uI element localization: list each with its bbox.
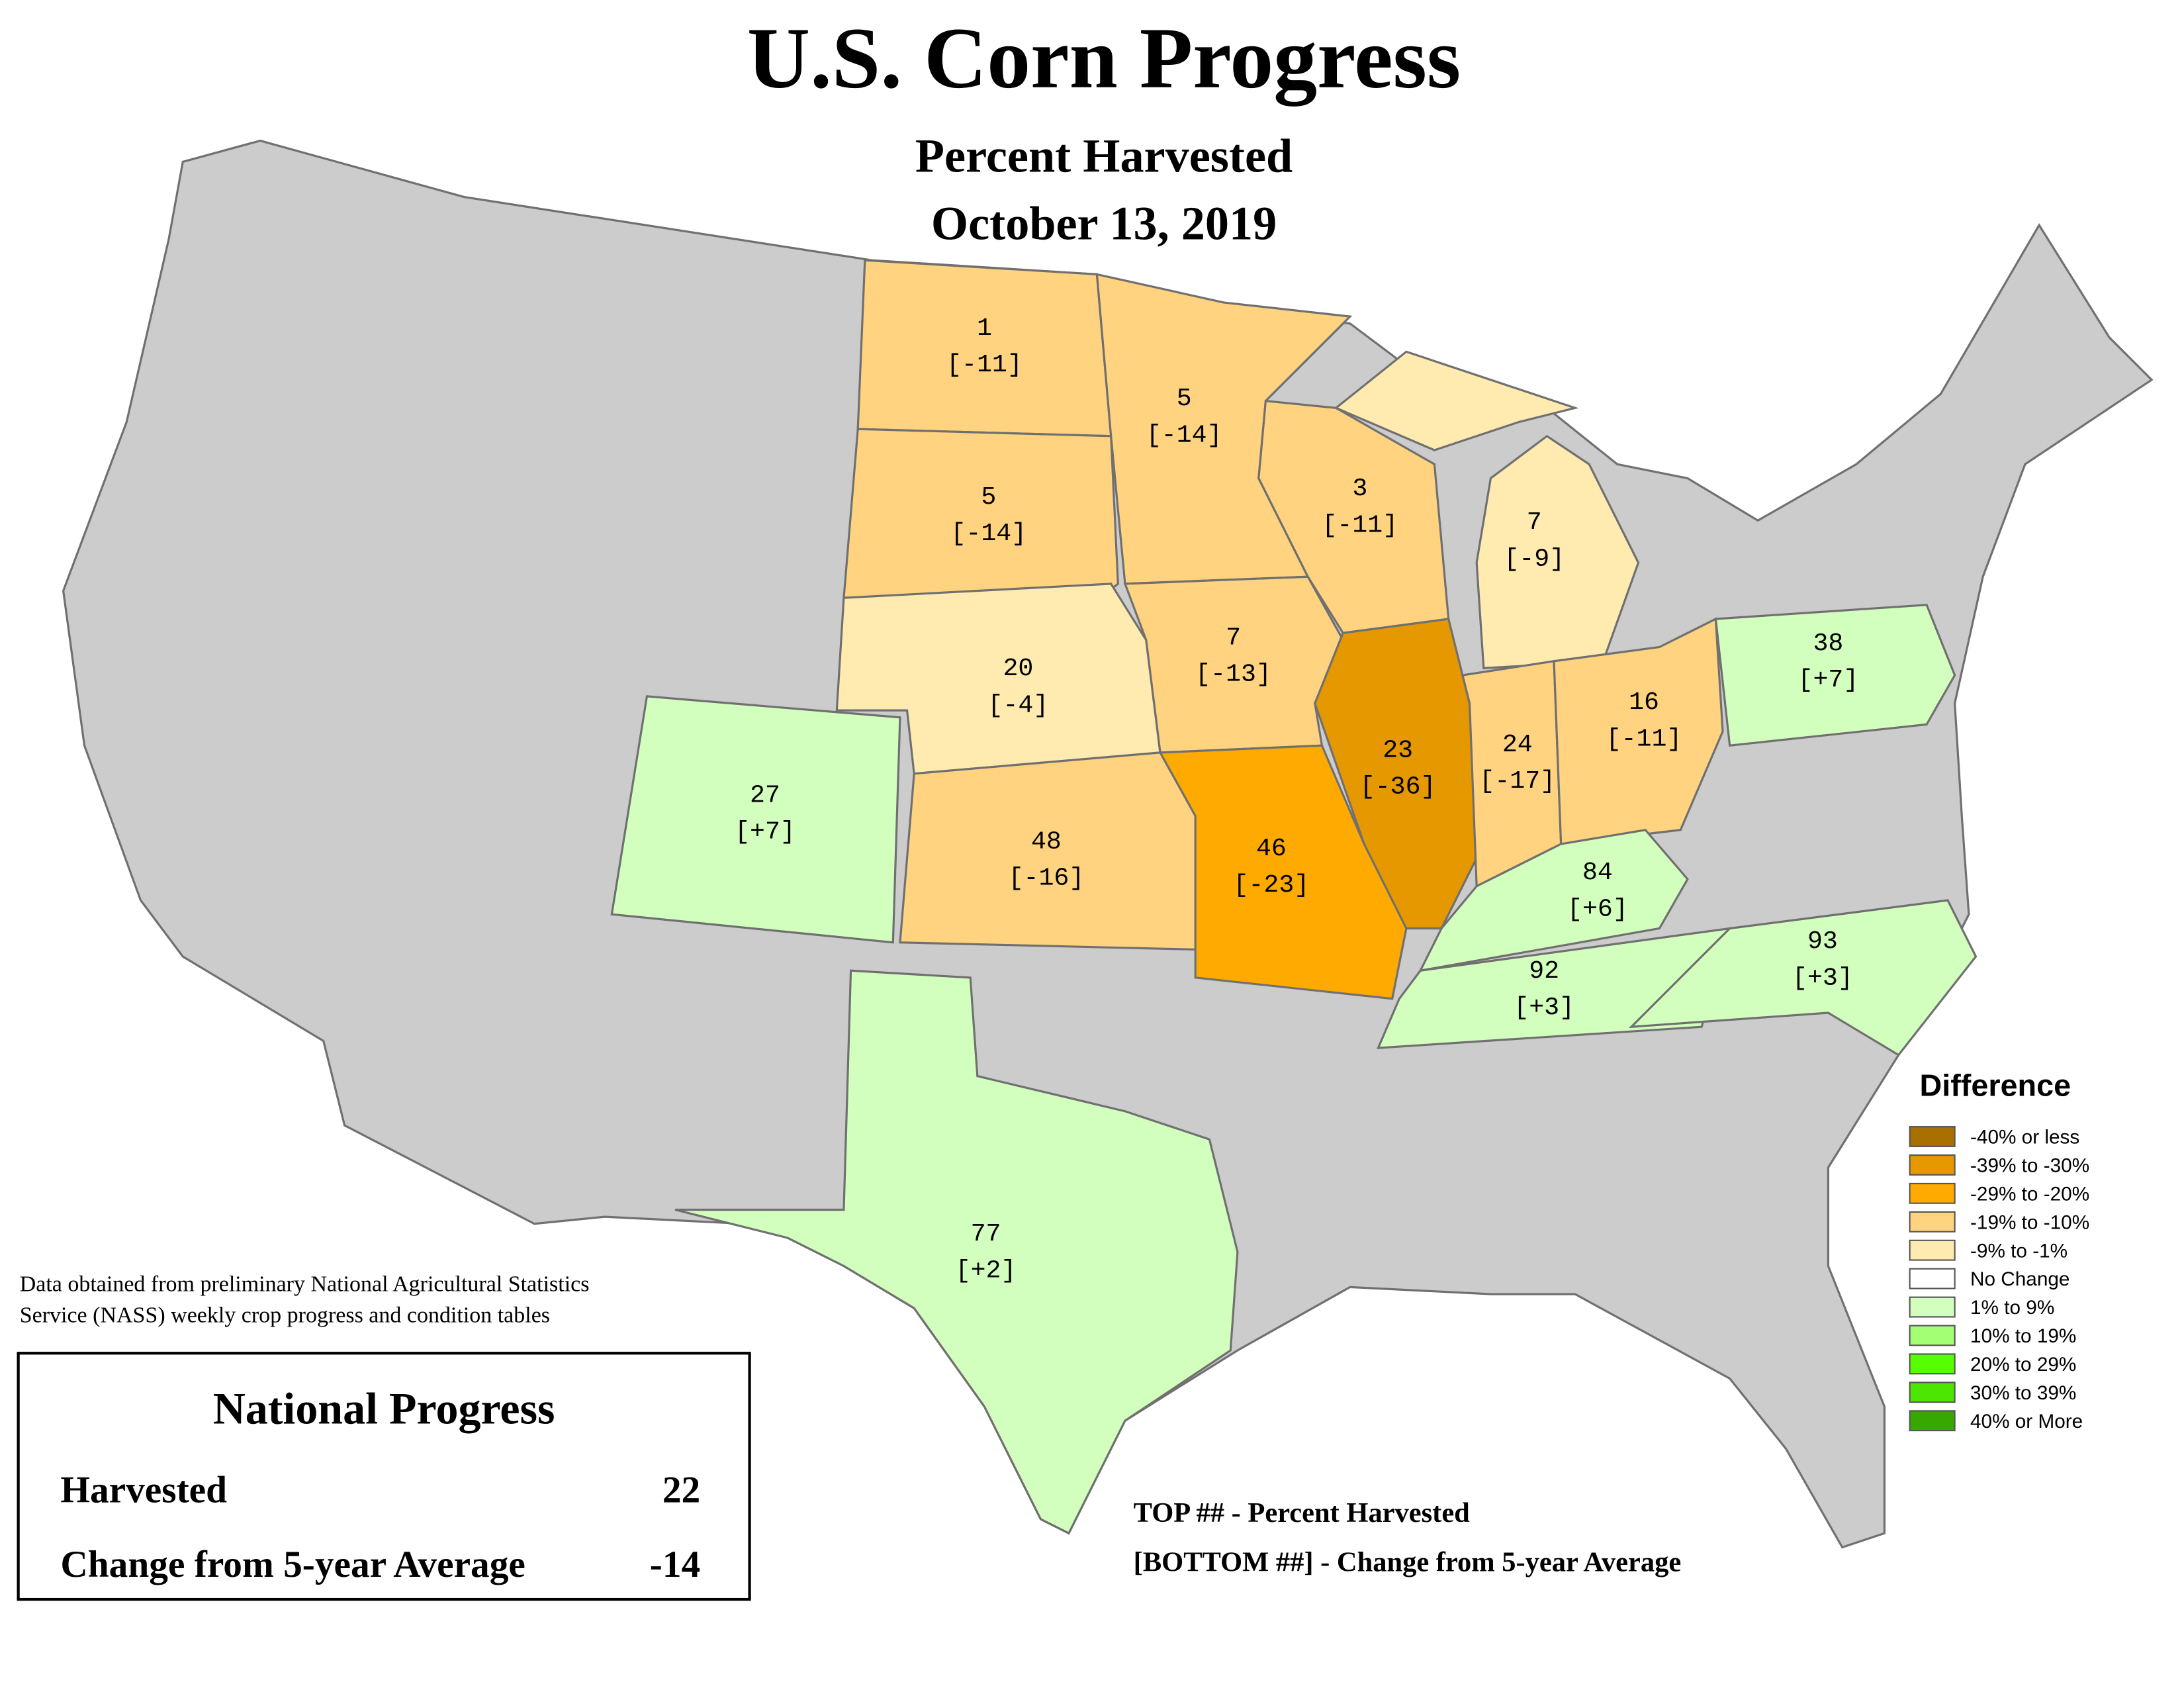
national-title: National Progress [213, 1383, 555, 1433]
change-label: [+3] [1792, 964, 1853, 992]
subtitle: Percent Harvested [915, 129, 1293, 182]
title: U.S. Corn Progress [747, 11, 1461, 107]
change-label: [-9] [1504, 545, 1565, 573]
map [62, 139, 2154, 1549]
legend-label: -9% to -1% [1970, 1240, 2068, 1262]
change-label: [-14] [950, 520, 1026, 548]
legend-title: Difference [1920, 1068, 2071, 1102]
harvested-label: 84 [1582, 859, 1613, 887]
harvested-label: 7 [1527, 508, 1542, 537]
legend: -40% or less -39% to -30% -29% to -20% -19%… [1909, 1126, 2089, 1432]
legend-label: 40% or More [1970, 1411, 2083, 1432]
harvested-label: 23 [1383, 736, 1413, 765]
legend-swatch [1909, 1182, 1956, 1204]
harvested-label: 7 [1226, 624, 1241, 652]
key-text: TOP ## - Percent Harvested [1134, 1497, 1471, 1528]
legend-swatch [1909, 1154, 1956, 1176]
state-labels: 1 [-11] 5 [-14] 5 [-14] 3 [-11] 7 [-9] 20 [-4] 7 [-13… [735, 314, 1858, 1286]
harvested-label: 1 [977, 314, 992, 343]
legend-label: 1% to 9% [1970, 1297, 2054, 1319]
change-label: [+2] [956, 1256, 1017, 1285]
harvested-label: 5 [981, 483, 996, 512]
national-label: Harvested [60, 1469, 227, 1511]
legend-swatch [1909, 1211, 1956, 1233]
date: October 13, 2019 [931, 197, 1277, 250]
state [1158, 744, 1408, 1000]
change-label: [-23] [1234, 871, 1310, 900]
state [856, 259, 1113, 438]
source-note: Data obtained from preliminary National … [20, 1272, 590, 1297]
national-label: Change from 5-year Average [60, 1544, 525, 1585]
state [610, 695, 901, 944]
legend-label: 20% to 29% [1970, 1354, 2076, 1376]
state [1334, 350, 1579, 451]
legend-swatch [1909, 1268, 1956, 1289]
legend-label: 10% to 19% [1970, 1325, 2076, 1347]
legend-label: -40% or less [1970, 1127, 2079, 1149]
change-label: [-16] [1009, 865, 1085, 893]
change-label: [-36] [1360, 773, 1436, 802]
legend-swatch [1909, 1126, 1956, 1147]
legend-label: 30% to 39% [1970, 1382, 2076, 1404]
state [1475, 434, 1640, 670]
harvested-label: 93 [1807, 927, 1838, 956]
harvested-label: 3 [1352, 475, 1367, 503]
legend-label: No Change [1970, 1268, 2070, 1290]
state [1714, 604, 1956, 747]
change-label: [+7] [735, 818, 796, 847]
state [1418, 829, 1689, 972]
harvested-label: 48 [1031, 827, 1062, 856]
source-note: Service (NASS) weekly crop progress and … [20, 1303, 550, 1327]
state [1628, 899, 1978, 1056]
national-value: -14 [650, 1544, 700, 1585]
change-label: [-4] [988, 691, 1049, 720]
harvested-label: 38 [1813, 630, 1843, 658]
harvested-label: 46 [1256, 835, 1287, 863]
state [674, 969, 1239, 1535]
harvested-label: 92 [1529, 957, 1559, 986]
harvested-label: 20 [1003, 655, 1033, 683]
legend-swatch [1909, 1296, 1956, 1318]
change-label: [+3] [1514, 994, 1574, 1022]
harvested-label: 77 [971, 1220, 1001, 1248]
legend-label: -29% to -20% [1970, 1183, 2089, 1205]
change-label: [+7] [1798, 666, 1859, 694]
state [1123, 575, 1345, 754]
harvested-label: 5 [1177, 385, 1192, 413]
legend-label: -19% to -10% [1970, 1211, 2089, 1233]
national-box [17, 1352, 751, 1601]
change-label: [-14] [1146, 421, 1222, 449]
harvested-label: 27 [750, 781, 780, 810]
legend-swatch [1909, 1382, 1956, 1403]
change-label: [-17] [1479, 767, 1555, 796]
change-label: [-11] [1606, 725, 1682, 753]
national-value: 22 [662, 1469, 700, 1511]
harvested-label: 24 [1502, 731, 1533, 759]
legend-swatch [1909, 1325, 1956, 1346]
change-label: [-11] [946, 351, 1023, 379]
change-label: [+6] [1567, 895, 1628, 923]
key-text: [BOTTOM ##] - Change from 5-year Average [1134, 1547, 1682, 1578]
change-label: [-13] [1195, 661, 1271, 689]
change-label: [-11] [1322, 511, 1398, 539]
legend-label: -39% to -30% [1970, 1155, 2089, 1177]
harvested-label: 16 [1629, 688, 1659, 717]
legend-swatch [1909, 1353, 1956, 1375]
legend-swatch [1909, 1410, 1956, 1432]
legend-swatch [1909, 1239, 1956, 1261]
